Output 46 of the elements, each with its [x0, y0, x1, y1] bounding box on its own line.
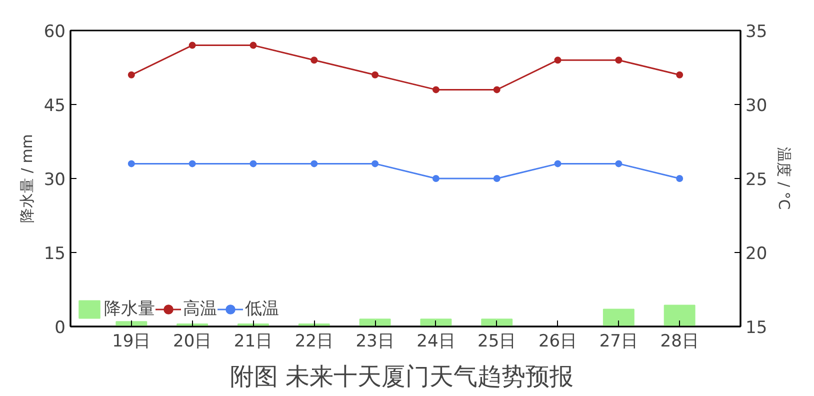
- y-tick-label: 45: [44, 96, 66, 116]
- point: [372, 71, 379, 78]
- point: [188, 160, 196, 168]
- point: [676, 71, 684, 78]
- x-tick-label: 28日: [660, 332, 699, 352]
- y-axis-title: 降水量 / mm: [18, 134, 36, 223]
- y2-tick-label: 35: [746, 22, 768, 42]
- point: [615, 56, 622, 64]
- y2-tick-label: 30: [746, 96, 768, 116]
- y-tick-label: 0: [54, 318, 66, 338]
- y2-tick-label: 25: [746, 170, 768, 190]
- y-tick-label: 60: [44, 22, 66, 42]
- x-tick-label: 23日: [356, 332, 394, 352]
- point: [250, 42, 257, 49]
- legend-label: 高温: [183, 298, 217, 320]
- x-tick-label: 22日: [294, 332, 334, 352]
- legend-label: 降水量: [104, 298, 155, 320]
- x-tick-label: 20日: [173, 332, 212, 352]
- y-tick-label: 30: [44, 170, 66, 190]
- point: [554, 160, 562, 168]
- y2-axis-title: 温度 / °C: [775, 147, 794, 210]
- point: [493, 86, 500, 94]
- legend-label: 低温: [245, 298, 279, 320]
- x-tick-label: 24日: [416, 332, 456, 352]
- point: [128, 71, 135, 78]
- point: [615, 160, 622, 168]
- point: [432, 175, 440, 182]
- point: [432, 86, 440, 94]
- y2-tick-label: 20: [746, 244, 768, 264]
- x-tick-label: 26日: [538, 332, 578, 352]
- x-tick-label: 21日: [234, 332, 273, 352]
- point: [310, 160, 318, 168]
- x-tick-label: 25日: [478, 332, 516, 352]
- y-tick-label: 15: [44, 244, 66, 264]
- point: [372, 160, 379, 168]
- x-tick-label: 19日: [112, 332, 151, 352]
- x-tick-label: 27日: [599, 332, 638, 352]
- point: [310, 56, 318, 64]
- point: [554, 56, 562, 64]
- point: [676, 175, 684, 182]
- point: [250, 160, 257, 168]
- y2-tick-label: 15: [746, 318, 768, 338]
- text: 附图 未来十天厦门天气趋势预报: [230, 362, 574, 390]
- point: [128, 160, 135, 168]
- point: [493, 175, 500, 182]
- point: [188, 42, 196, 49]
